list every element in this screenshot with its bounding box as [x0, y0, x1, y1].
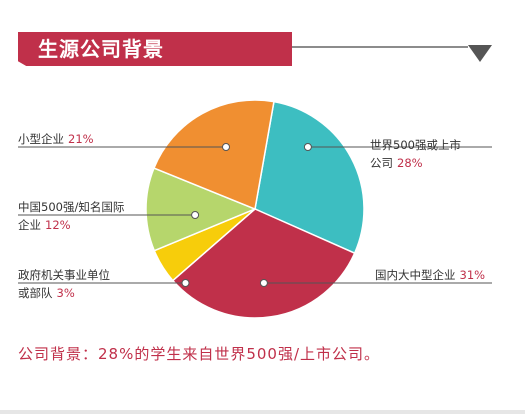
label-text-line: 国内大中型企业: [375, 268, 456, 282]
label-text-line: 政府机关事业单位: [18, 268, 110, 282]
header-banner: [18, 32, 292, 66]
header-divider: [292, 46, 468, 48]
percent-label: 3%: [56, 286, 75, 300]
percent-label: 28%: [397, 156, 423, 170]
slice-marker: [259, 279, 268, 287]
triangle-down-icon: [468, 45, 492, 62]
label-government: 政府机关事业单位 或部队 3%: [18, 266, 110, 302]
percent-label: 21%: [68, 132, 94, 146]
page-title: 生源公司背景: [38, 37, 164, 61]
label-small-business: 小型企业 21%: [18, 130, 94, 148]
percent-label: 31%: [459, 268, 486, 282]
label-text-line: 中国500强/知名国际: [18, 200, 125, 214]
pie-slice: [145, 167, 257, 252]
label-china500-intl: 中国500强/知名国际 企业 12%: [18, 198, 124, 234]
label-text-line: 世界500强或上市: [370, 138, 461, 152]
bottom-divider: [0, 410, 525, 414]
label-world500-listed: 世界500强或上市 公司 28%: [370, 136, 461, 172]
percent-label: 12%: [45, 218, 71, 232]
slice-marker: [191, 211, 200, 219]
label-text-line: 企业: [18, 218, 41, 232]
pie-slice: [171, 208, 356, 319]
slice-marker: [181, 279, 190, 287]
label-text-line: 或部队: [18, 286, 53, 300]
label-domestic-large: 国内大中型企业 31%: [375, 266, 485, 284]
pie-slice: [254, 100, 365, 255]
slice-marker: [303, 143, 312, 151]
pie-slice: [153, 99, 275, 211]
summary-text: 公司背景：28%的学生来自世界500强/上市公司。: [18, 345, 381, 363]
slice-marker: [222, 143, 230, 151]
label-text-line: 小型企业: [18, 132, 64, 146]
label-text-line: 公司: [370, 156, 393, 170]
